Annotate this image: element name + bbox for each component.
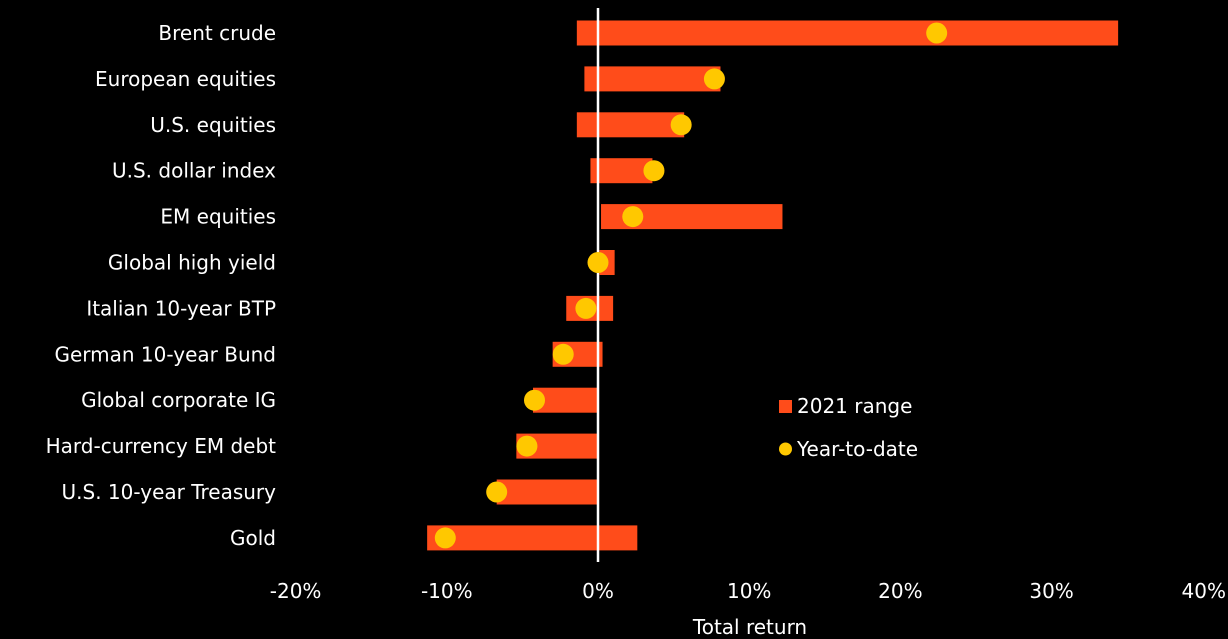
- legend: 2021 range Year-to-date: [779, 394, 918, 461]
- ytd-dot-german-10-year-bund: [552, 343, 574, 365]
- x-tick-label: 10%: [727, 579, 771, 603]
- x-tick-label: 20%: [878, 579, 922, 603]
- category-label-german-10-year-bund: German 10-year Bund: [54, 342, 276, 366]
- ytd-dot-hard-currency-em-debt: [516, 435, 538, 457]
- category-label-global-corporate-ig: Global corporate IG: [81, 388, 276, 412]
- ytd-dots: [434, 22, 948, 549]
- ytd-dot-u-s-dollar-index: [643, 160, 665, 182]
- category-label-european-equities: European equities: [95, 67, 276, 91]
- category-label-global-high-yield: Global high yield: [108, 251, 276, 275]
- range-bar-u-s-dollar-index: [590, 158, 653, 184]
- category-label-hard-currency-em-debt: Hard-currency EM debt: [46, 434, 277, 458]
- category-label-gold: Gold: [230, 526, 276, 550]
- category-label-u-s-10-year-treasury: U.S. 10-year Treasury: [62, 480, 277, 504]
- ytd-dot-u-s-equities: [670, 114, 692, 136]
- category-label-u-s-equities: U.S. equities: [150, 113, 276, 137]
- ytd-dot-gold: [434, 527, 456, 549]
- x-tick-label: 30%: [1029, 579, 1073, 603]
- ytd-dot-em-equities: [622, 206, 644, 228]
- x-tick-label: 0%: [582, 579, 614, 603]
- range-bar-u-s-10-year-treasury: [496, 479, 598, 505]
- x-axis-ticks: -20% -10% 0% 10% 20% 30% 40%: [270, 579, 1226, 603]
- range-bar-brent-crude: [576, 20, 1119, 46]
- category-label-brent-crude: Brent crude: [158, 21, 276, 45]
- category-label-em-equities: EM equities: [160, 205, 276, 229]
- ytd-dot-european-equities: [703, 68, 725, 90]
- legend-range-label: 2021 range: [797, 394, 912, 418]
- ytd-dot-brent-crude: [926, 22, 948, 44]
- x-tick-label: 40%: [1182, 579, 1226, 603]
- x-axis-title: Total return: [692, 615, 807, 639]
- range-bar-gold: [427, 525, 638, 551]
- range-bar-u-s-equities: [576, 112, 685, 138]
- category-labels: Brent crude European equities U.S. equitie…: [46, 21, 277, 550]
- category-label-italian-10-year-btp: Italian 10-year BTP: [86, 296, 276, 320]
- legend-ytd-swatch: [779, 442, 792, 456]
- category-label-u-s-dollar-index: U.S. dollar index: [112, 159, 276, 183]
- ytd-dot-global-corporate-ig: [523, 389, 545, 411]
- ytd-dot-italian-10-year-btp: [575, 297, 597, 319]
- ytd-dot-global-high-yield: [587, 252, 609, 273]
- range-bar-european-equities: [584, 66, 721, 92]
- ytd-dot-u-s-10-year-treasury: [486, 481, 508, 503]
- x-tick-label: -10%: [421, 579, 473, 603]
- legend-range-swatch: [779, 400, 792, 413]
- x-tick-label: -20%: [270, 579, 322, 603]
- range-bars: [427, 20, 1119, 551]
- legend-ytd-label: Year-to-date: [796, 437, 918, 461]
